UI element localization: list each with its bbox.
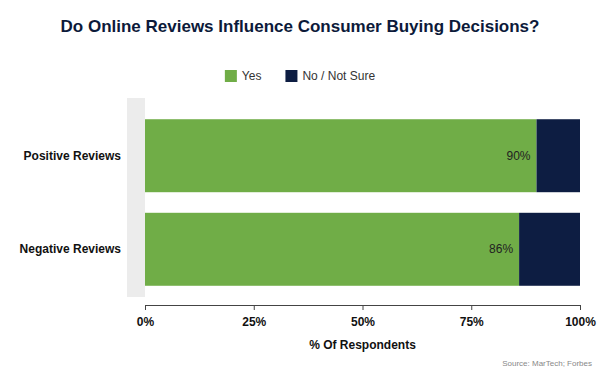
category-label: Positive Reviews: [24, 149, 122, 163]
source: Source: MarTech; Forbes: [502, 359, 592, 368]
x-tick: 100%: [565, 305, 596, 329]
tick-label: 25%: [242, 315, 266, 329]
tick-mark: [471, 305, 472, 310]
category-label: Negative Reviews: [20, 242, 122, 256]
tick-label: 75%: [460, 315, 484, 329]
legend-label: Yes: [242, 69, 262, 83]
y-tick: Positive Reviews: [24, 149, 145, 163]
y-axis: Positive Reviews Negative Reviews: [20, 149, 145, 257]
tick-mark: [363, 305, 364, 310]
tick-mark: [254, 305, 255, 310]
legend-item: No / Not Sure: [285, 69, 375, 83]
data-labels: 90% 86%: [489, 149, 531, 257]
tick-label: 100%: [565, 315, 596, 329]
chart: Do Online Reviews Influence Consumer Buy…: [0, 0, 600, 371]
legend-swatch: [225, 70, 237, 82]
bar: [519, 213, 580, 286]
tick-mark: [145, 305, 146, 310]
x-tick: 75%: [460, 305, 484, 329]
bar: [145, 213, 519, 286]
y-tick: Negative Reviews: [20, 242, 145, 256]
tick-label: 50%: [351, 315, 375, 329]
x-tick: 0%: [137, 305, 155, 329]
tick-mark: [580, 305, 581, 310]
backdrop: [127, 98, 145, 297]
bar: [145, 119, 537, 192]
x-tick: 25%: [242, 305, 266, 329]
title: Do Online Reviews Influence Consumer Buy…: [61, 17, 540, 36]
bar: [537, 119, 581, 192]
bars: [145, 119, 580, 286]
legend: Yes No / Not Sure: [225, 69, 376, 83]
legend-swatch: [285, 70, 297, 82]
tick-label: 0%: [137, 315, 155, 329]
legend-label: No / Not Sure: [302, 69, 375, 83]
legend-item: Yes: [225, 69, 262, 83]
x-axis: 0% 25% 50% 75% 100%: [137, 305, 596, 329]
data-label: 86%: [489, 242, 513, 256]
data-label: 90%: [506, 149, 530, 163]
x-axis-title: % Of Respondents: [309, 338, 416, 352]
x-tick: 50%: [351, 305, 375, 329]
